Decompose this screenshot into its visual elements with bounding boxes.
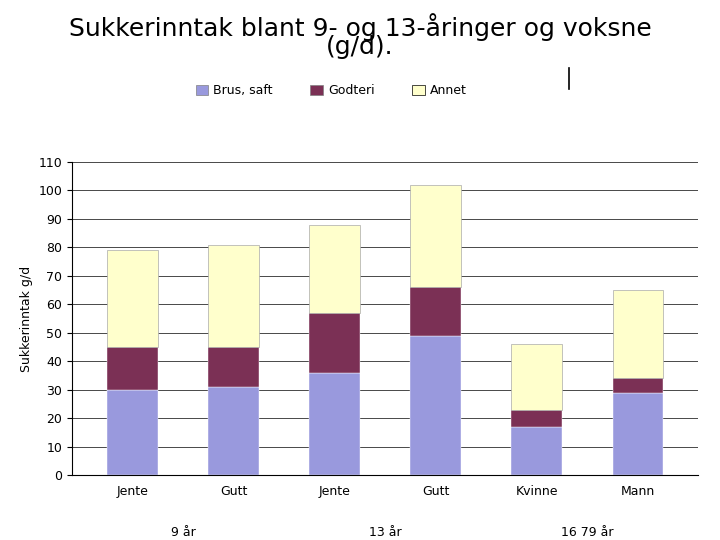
- Bar: [511, 410, 562, 427]
- Bar: [310, 373, 360, 475]
- Bar: [208, 387, 259, 475]
- Bar: [107, 390, 158, 475]
- Bar: [613, 290, 663, 379]
- Bar: [410, 287, 461, 336]
- Bar: [310, 225, 360, 313]
- Bar: [208, 347, 259, 387]
- Bar: [613, 379, 663, 393]
- Bar: [310, 313, 360, 373]
- Text: 13 år: 13 år: [369, 526, 402, 539]
- Bar: [208, 245, 259, 347]
- Text: Sukkerinntak blant 9- og 13-åringer og voksne: Sukkerinntak blant 9- og 13-åringer og v…: [68, 14, 652, 42]
- Text: 16 79 år: 16 79 år: [561, 526, 613, 539]
- Text: 9 år: 9 år: [171, 526, 196, 539]
- Bar: [410, 185, 461, 287]
- Bar: [107, 347, 158, 390]
- Bar: [107, 250, 158, 347]
- Bar: [410, 336, 461, 475]
- Bar: [613, 393, 663, 475]
- Bar: [511, 344, 562, 410]
- Y-axis label: Sukkerinntak g/d: Sukkerinntak g/d: [20, 266, 33, 372]
- Text: (g/d).: (g/d).: [326, 35, 394, 59]
- Legend: Brus, saft, Godteri, Annet: Brus, saft, Godteri, Annet: [191, 79, 472, 102]
- Bar: [511, 427, 562, 475]
